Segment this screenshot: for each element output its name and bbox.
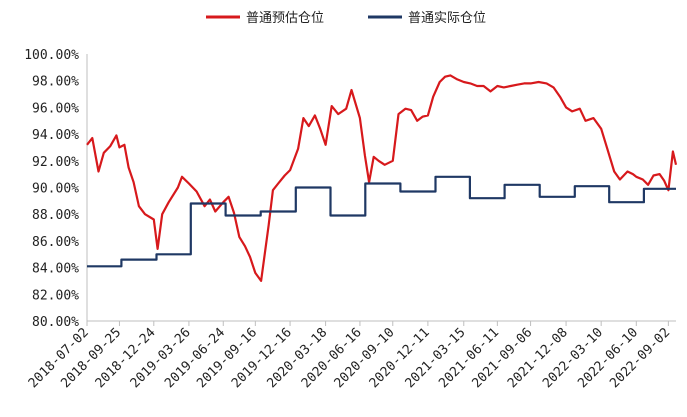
series-line-estimated: [86, 74, 678, 282]
y-tick-label: 98.00%: [32, 75, 79, 90]
legend: 普通预估仓位 普通实际仓位: [206, 11, 486, 26]
legend-label-estimated: 普通预估仓位: [246, 11, 324, 26]
y-axis: 100.00% 98.00% 96.00% 94.00% 92.00% 90.00% 88.…: [24, 48, 88, 330]
y-tick-label: 92.00%: [32, 155, 79, 170]
y-tick-label: 80.00%: [32, 315, 79, 330]
plot-area: [86, 74, 678, 282]
legend-label-actual: 普通实际仓位: [408, 11, 486, 26]
y-tick-label: 86.00%: [32, 235, 79, 250]
y-tick-label: 96.00%: [32, 101, 79, 116]
y-tick-label: 94.00%: [32, 128, 79, 143]
y-tick-label: 88.00%: [32, 208, 79, 223]
y-tick-label: 84.00%: [32, 262, 79, 277]
series-line-actual: [87, 175, 676, 268]
y-tick-label: 100.00%: [24, 48, 79, 63]
y-tick-label: 90.00%: [32, 182, 79, 197]
x-axis: 2018-07-022018-09-252018-12-242019-03-26…: [26, 320, 676, 391]
y-tick-label: 82.00%: [32, 288, 79, 303]
